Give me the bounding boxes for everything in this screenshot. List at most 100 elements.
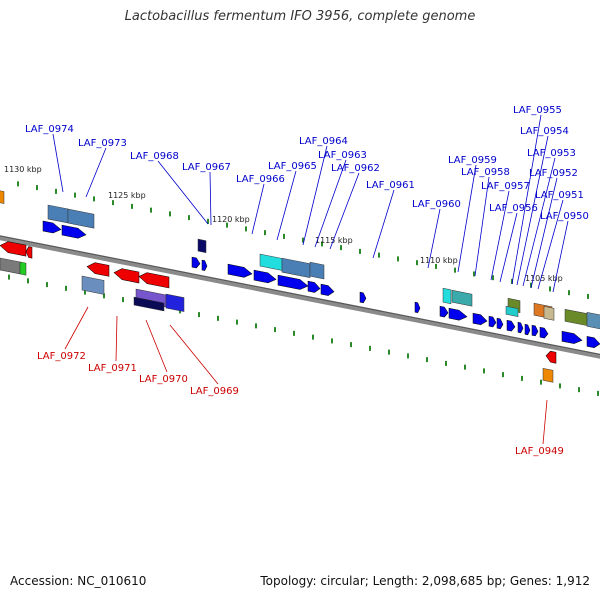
forward-gene-leader <box>302 145 328 246</box>
scale-tick <box>226 222 228 228</box>
forward-gene-arrow <box>539 326 549 339</box>
scale-tick <box>84 289 86 295</box>
forward-gene-arrow <box>227 263 253 278</box>
forward-gene-label: LAF_0957 <box>481 181 530 192</box>
scale-label: 1125 kbp <box>108 191 146 200</box>
forward-gene-arrow <box>472 312 488 326</box>
forward-gene-arrow <box>277 274 309 290</box>
forward-gene-label: LAF_0956 <box>489 203 538 214</box>
scale-tick <box>464 364 466 370</box>
reverse-gene-arrow <box>113 268 140 284</box>
scale-tick <box>331 338 333 344</box>
forward-gene-leader <box>157 160 209 225</box>
forward-gene-arrow <box>524 323 531 336</box>
feature-box <box>442 287 452 305</box>
forward-gene-label: LAF_0968 <box>130 151 179 162</box>
forward-gene-label: LAF_0965 <box>268 161 317 172</box>
forward-gene-label: LAF_0963 <box>318 150 367 161</box>
scale-tick <box>549 286 551 292</box>
forward-gene-arrow <box>496 317 504 330</box>
feature-box <box>47 204 69 224</box>
scale-tick <box>378 252 380 258</box>
forward-gene-leader <box>329 172 360 250</box>
feature-box <box>0 257 21 275</box>
forward-gene-arrow <box>201 259 208 271</box>
scale-tick <box>131 203 133 209</box>
forward-gene-arrow <box>253 269 277 284</box>
feature-box <box>19 261 27 276</box>
scale-tick <box>454 267 456 273</box>
scale-tick <box>312 334 314 340</box>
feature-box <box>451 289 473 307</box>
feature-box <box>81 275 105 295</box>
reverse-gene-leader <box>145 319 168 373</box>
scale-tick <box>369 345 371 351</box>
scale-label: 1105 kbp <box>525 274 563 283</box>
forward-gene-leader <box>552 220 569 293</box>
forward-gene-label: LAF_0958 <box>461 167 510 178</box>
forward-gene-arrow <box>414 301 421 313</box>
forward-gene-label: LAF_0964 <box>299 136 348 147</box>
feature-box <box>586 312 600 330</box>
scale-tick <box>8 274 10 280</box>
scale-tick <box>188 215 190 221</box>
scale-label: 1130 kbp <box>4 165 42 174</box>
map-title: Lactobacillus fermentum IFO 3956, comple… <box>124 9 476 24</box>
scale-tick <box>445 360 447 366</box>
scale-tick <box>340 245 342 251</box>
forward-gene-arrow <box>506 319 516 332</box>
forward-gene-arrow <box>61 224 87 239</box>
scale-tick <box>492 275 494 281</box>
scale-tick <box>350 342 352 348</box>
forward-gene-arrow <box>488 315 497 328</box>
reverse-gene-leader <box>115 315 118 362</box>
feature-box <box>0 189 5 204</box>
reverse-gene-arrow <box>0 241 27 257</box>
scale-tick <box>293 330 295 336</box>
forward-gene-label: LAF_0950 <box>540 211 589 222</box>
scale-tick <box>27 278 29 284</box>
scale-tick <box>578 387 580 393</box>
forward-gene-leader <box>530 177 558 289</box>
forward-gene-arrow <box>42 220 62 234</box>
feature-box <box>564 308 588 326</box>
feature-box <box>259 253 283 271</box>
forward-gene-leader <box>474 176 490 277</box>
forward-gene-label: LAF_0952 <box>529 168 578 179</box>
feature-box <box>165 293 185 312</box>
reverse-gene-arrow <box>545 350 557 364</box>
scale-tick <box>559 383 561 389</box>
scale-tick <box>568 290 570 296</box>
scale-tick <box>103 293 105 299</box>
reverse-gene-leader <box>64 306 89 350</box>
accession-text: Accession: NC_010610 <box>10 574 147 588</box>
reverse-gene-arrow <box>25 246 33 259</box>
feature-box <box>67 208 95 229</box>
forward-gene-label: LAF_0966 <box>236 174 285 185</box>
feature-box <box>281 257 311 278</box>
scale-tick <box>302 237 304 243</box>
reverse-gene-label: LAF_0949 <box>515 446 564 457</box>
scale-tick <box>74 192 76 198</box>
scale-tick <box>597 390 599 396</box>
scale-tick <box>93 196 95 202</box>
reverse-gene-label: LAF_0969 <box>190 386 239 397</box>
forward-gene-label: LAF_0961 <box>366 180 415 191</box>
scale-label: 1120 kbp <box>212 215 250 224</box>
forward-gene-leader <box>85 147 107 198</box>
forward-gene-label: LAF_0954 <box>520 126 569 137</box>
scale-tick <box>416 260 418 266</box>
backbone-edge <box>0 235 600 356</box>
scale-label: 1115 kbp <box>315 236 353 245</box>
scale-tick <box>540 379 542 385</box>
scale-tick <box>511 278 513 284</box>
forward-gene-arrow <box>359 291 367 304</box>
forward-gene-leader <box>457 164 477 273</box>
forward-gene-label: LAF_0953 <box>527 148 576 159</box>
scale-tick <box>236 319 238 325</box>
scale-tick <box>36 185 38 191</box>
forward-gene-label: LAF_0973 <box>78 138 127 149</box>
scale-tick <box>46 282 48 288</box>
